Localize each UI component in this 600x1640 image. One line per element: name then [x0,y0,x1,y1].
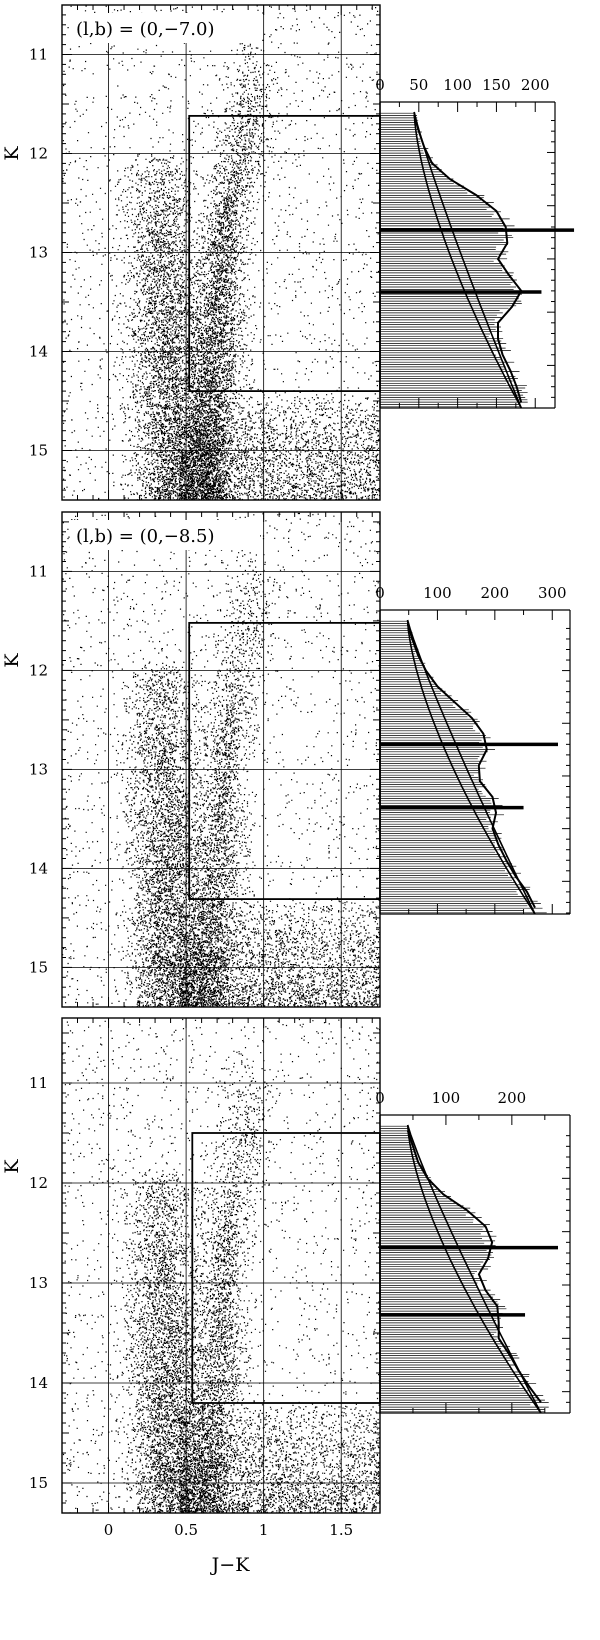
histogram-tick-label: 200 [521,76,550,94]
grid [62,1018,380,1513]
y-tick-label: 12 [29,145,48,163]
k-histogram: 0 100 200 300 [375,584,571,915]
y-tick-label: 13 [29,244,48,262]
scatter-points [62,512,380,1007]
scatter-points [62,5,380,500]
y-tick-label: 13 [29,760,48,778]
histogram-bar-lines [380,620,547,914]
x-tick-label: 0.5 [174,1521,198,1539]
k-histogram: 0 100 200 [375,1089,571,1414]
histogram-bar-lines [380,112,528,408]
background-curve [413,111,523,409]
y-tick-label: 14 [29,1374,48,1392]
title-background [70,520,260,550]
histogram-fit-curve [413,114,523,403]
histogram-tick-label: 0 [375,76,385,94]
y-tick-label: 11 [29,46,48,64]
y-tick-label: 12 [29,1174,48,1192]
histogram-tick-label: 100 [423,584,452,602]
x-axis-label: J−K [210,1554,251,1576]
y-axis-label: K [1,146,23,161]
scatter-dots [62,5,380,500]
histogram-tick-label: 300 [538,584,567,602]
histogram-tick-label: 100 [432,1089,461,1107]
histogram-bars [380,1125,549,1413]
background-curve [406,619,536,915]
k-histogram: 0 50 100 150 200 [375,76,575,409]
cmd-panel-2: 11 12 13 14 15 K (l,b) = (0,−8.5) 0 100 200 300 [1,511,571,1008]
histogram-tick-label: 200 [498,1089,527,1107]
axis-ticks [61,1018,380,1514]
cmd-panel-3: 11 12 13 14 15 0 0.5 1 1.5 K J−K 0 100 200 [1,1017,571,1576]
cmd-panel-1: 11 12 13 14 15 K (l,b) = (0,−7.0) 0 50 100 150 200 [1,4,575,501]
background-curve [406,1124,542,1414]
histogram-bars [380,620,547,914]
panel-title: (l,b) = (0,−8.5) [76,526,215,547]
title-background [70,13,260,43]
background-curve [406,1124,542,1414]
histogram-tick-label: 100 [443,76,472,94]
histogram-bars [380,112,528,408]
histogram-bar-lines [380,1125,549,1413]
x-tick-label: 0 [104,1521,114,1539]
y-axis-label: K [1,653,23,668]
y-tick-label: 14 [29,859,48,877]
histogram-tick-label: 0 [375,584,385,602]
y-tick-label: 15 [29,442,48,460]
y-tick-label: 15 [29,1474,48,1492]
scatter-points [62,1018,380,1513]
scatter-dots [62,1018,380,1513]
y-tick-label: 14 [29,343,48,361]
x-tick-label: 1 [259,1521,269,1539]
grid [62,5,380,500]
y-axis-label: K [1,1159,23,1174]
histogram-tick-label: 0 [375,1089,385,1107]
y-tick-label: 11 [29,1074,48,1092]
histogram-tick-label: 50 [409,76,428,94]
scatter-dots [62,512,380,1007]
background-curve [406,619,536,915]
histogram-fit-curve [406,1129,542,1403]
histogram-tick-label: 150 [482,76,511,94]
x-tick-label: 1.5 [329,1521,353,1539]
background-curve [413,111,523,409]
y-tick-label: 13 [29,1274,48,1292]
histogram-tick-label: 200 [481,584,510,602]
y-tick-label: 12 [29,661,48,679]
y-tick-label: 11 [29,562,48,580]
axis-ticks [61,4,380,501]
y-tick-label: 15 [29,958,48,976]
panel-title: (l,b) = (0,−7.0) [76,19,215,40]
grid [62,512,380,1007]
